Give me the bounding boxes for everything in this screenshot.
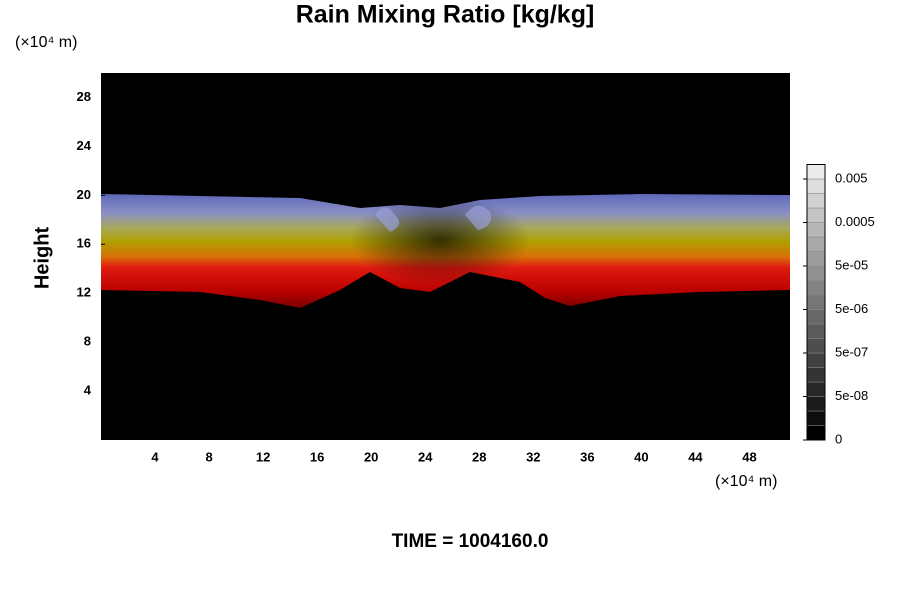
colorbar-step: [806, 193, 826, 209]
colorbar-step: [806, 178, 826, 194]
y-tick-label: 12: [77, 285, 91, 300]
x-tick-label: 44: [688, 449, 703, 464]
x-tick-label: 16: [310, 449, 324, 464]
x-tick-label: 20: [364, 449, 378, 464]
colorbar-step: [806, 236, 826, 252]
x-tick-label: 32: [526, 449, 540, 464]
y-tick-label: 24: [77, 138, 92, 153]
colorbar-step: [806, 410, 826, 426]
colorbar-tick-label: 5e-05: [835, 257, 868, 272]
x-tick-label: 40: [634, 449, 648, 464]
colorbar-tick-label: 0.005: [835, 170, 868, 185]
colorbar-step: [806, 251, 826, 267]
colorbar-tick-label: 5e-08: [835, 388, 868, 403]
colorbar: 0 5e-08 5e-07 5e-06 5e-05 0.0005 0.005: [803, 164, 875, 446]
colorbar-tick-label: 0: [835, 431, 842, 446]
x-tick-label: 24: [418, 449, 433, 464]
x-unit: (×10⁴ m): [715, 473, 777, 490]
colorbar-tick-label: 0.0005: [835, 214, 875, 229]
colorbar-step: [806, 352, 826, 368]
colorbar-tick-label: 5e-06: [835, 301, 868, 316]
colorbar-step: [806, 396, 826, 412]
y-unit: (×10⁴ m): [15, 34, 77, 51]
colorbar-tick-label: 5e-07: [835, 344, 868, 359]
y-tick-label: 20: [77, 187, 91, 202]
colorbar-step: [806, 338, 826, 354]
colorbar-step: [806, 207, 826, 223]
colorbar-step: [806, 309, 826, 325]
colorbar-step: [806, 222, 826, 238]
y-tick-label: 4: [84, 383, 92, 398]
colorbar-step: [806, 381, 826, 397]
colorbar-step: [806, 425, 826, 441]
y-tick-label: 8: [84, 334, 91, 349]
render-highlight: [465, 205, 492, 230]
colorbar-step: [806, 164, 826, 180]
colorbar-step: [806, 265, 826, 281]
x-tick-label: 8: [205, 449, 212, 464]
render-highlight: [375, 207, 399, 232]
x-tick-label: 48: [742, 449, 756, 464]
time-label: TIME = 1004160.0: [392, 531, 549, 552]
colorbar-step: [806, 323, 826, 339]
y-axis-title: Height: [31, 227, 53, 290]
y-tick-label: 28: [77, 89, 91, 104]
y-tick-label: 16: [77, 236, 91, 251]
x-tick-label: 36: [580, 449, 594, 464]
x-tick-label: 12: [256, 449, 270, 464]
render-shadow: [350, 195, 530, 285]
colorbar-frame: [806, 164, 826, 441]
colorbar-step: [806, 367, 826, 383]
x-tick-label: 4: [151, 449, 159, 464]
colorbar-step: [806, 280, 826, 296]
colorbar-step: [806, 294, 826, 310]
x-tick-label: 28: [472, 449, 486, 464]
chart-title: Rain Mixing Ratio [kg/kg]: [296, 1, 595, 29]
